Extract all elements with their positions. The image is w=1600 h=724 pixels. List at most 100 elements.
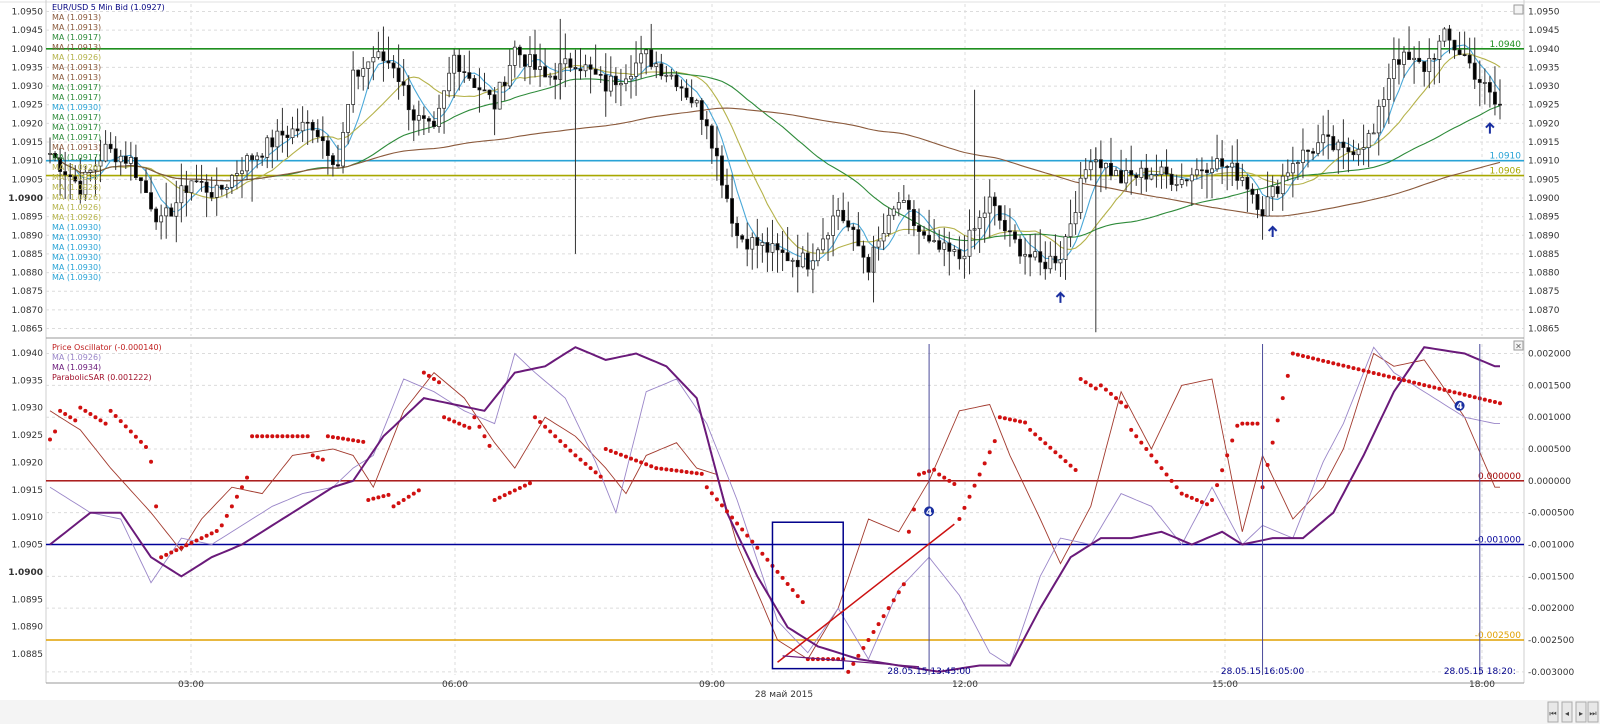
sar-dot: [1225, 453, 1230, 458]
top-legend: MA (1.0913)MA (1.0913) MA (1.0917) MA (1.0…: [52, 13, 101, 282]
legend-entry: ParabolicSAR (0.001222): [52, 373, 152, 382]
candle-body: [1023, 254, 1028, 257]
candle-body: [128, 157, 133, 164]
sar-dot: [320, 457, 325, 462]
sar-dot: [1402, 378, 1407, 383]
price-tick-label: 1.0880: [12, 269, 44, 279]
sar-dot: [88, 412, 93, 417]
candle-body: [1467, 54, 1472, 64]
sar-dot: [800, 600, 805, 605]
sar-dot: [856, 653, 861, 658]
sar-dot: [1295, 352, 1300, 357]
sar-dot: [295, 434, 300, 439]
price-tick-label: 1.0945: [1528, 26, 1560, 36]
sar-dot: [891, 598, 896, 603]
sar-dot: [1280, 396, 1285, 401]
candle-body: [512, 46, 517, 66]
sar-dot: [901, 582, 906, 587]
sar-dot: [517, 486, 522, 491]
candle-body: [881, 233, 886, 242]
candle-body: [1240, 177, 1245, 181]
candle-body: [947, 242, 952, 252]
oscillator-annotations: 28.05.15 13:45:00 28.05.15 16:05:00 28.05.…: [771, 344, 1516, 677]
candle-body: [346, 104, 350, 133]
sar-dot: [346, 437, 351, 442]
panel-close-button[interactable]: [1513, 340, 1524, 351]
legend-entry: MA (1.0926): [52, 53, 101, 62]
price-axis-right: 1.0950 1.0945 1.0940 1.0935 1.0930 1.0925 1.09…: [1528, 7, 1560, 334]
sar-dot: [588, 466, 593, 471]
candle-body: [876, 240, 881, 248]
sar-dot: [143, 445, 148, 450]
oscillator-tick-label: -0.002500: [1528, 636, 1574, 646]
time-axis: 03:00 06:00 09:00 12:00 15:00 18:00: [178, 680, 1495, 690]
sar-dot: [916, 472, 921, 477]
sar-dot: [1073, 468, 1078, 473]
candle-body: [528, 54, 532, 67]
candle-body: [406, 84, 411, 111]
candle-body: [669, 74, 674, 77]
legend-entry: MA (1.0913): [52, 23, 101, 32]
sar-dot: [1134, 434, 1139, 439]
sar-dot: [497, 495, 502, 500]
candle-body: [1447, 28, 1452, 41]
sar-dot: [699, 471, 704, 476]
candle-body: [1336, 141, 1341, 151]
candle-body: [1275, 186, 1280, 195]
sar-dot: [48, 437, 52, 442]
candle-body: [1179, 179, 1184, 185]
sar-dot: [972, 483, 977, 488]
candle-body: [543, 66, 548, 78]
sar-dot: [977, 472, 982, 477]
sar-dot: [452, 419, 457, 424]
sar-dot: [406, 494, 411, 499]
candle-body: [740, 235, 745, 240]
candle-body: [48, 153, 52, 155]
legend-entry: MA (1.0926): [52, 193, 101, 202]
sar-dot: [664, 467, 669, 472]
candle-body: [826, 235, 830, 240]
candle-body: [1038, 251, 1043, 263]
candle-body: [88, 169, 93, 173]
sar-dot: [1452, 390, 1457, 395]
candle-body: [421, 115, 426, 119]
candle-body: [477, 87, 482, 91]
sar-dot: [1210, 497, 1215, 502]
sar-dot: [987, 450, 992, 455]
scrollbar-track[interactable]: [0, 700, 1600, 724]
scroll-first-button[interactable]: [1547, 701, 1559, 723]
up-arrow-icon: [1267, 225, 1278, 237]
candle-body: [563, 58, 568, 65]
legend-entry: MA (1.0917): [52, 133, 101, 142]
scroll-last-button[interactable]: [1587, 701, 1599, 723]
sar-dot: [290, 434, 295, 439]
candle-body: [800, 252, 805, 268]
sar-dot: [1437, 386, 1442, 391]
time-marker-label: 28.05.15 18:20:: [1444, 667, 1516, 677]
scroll-prev-button[interactable]: [1561, 701, 1573, 723]
candle-body: [1381, 99, 1386, 107]
candle-body: [1124, 170, 1129, 184]
sar-dot: [270, 434, 275, 439]
up-arrow-icon: [1485, 122, 1495, 134]
sar-dot: [613, 450, 618, 455]
badge-circle: [924, 506, 935, 517]
candle-body: [1402, 51, 1406, 65]
candle-body: [331, 155, 335, 165]
candle-body: [199, 181, 204, 183]
sar-dot: [684, 469, 689, 474]
candle-body: [674, 74, 679, 88]
legend-entry: MA (1.0913): [52, 13, 101, 22]
sar-dot: [1270, 440, 1275, 445]
sar-dot: [416, 488, 421, 493]
sar-dot: [1306, 355, 1311, 360]
scroll-next-button[interactable]: [1575, 701, 1587, 723]
sar-dot: [603, 447, 608, 452]
panel-restore-button[interactable]: [1513, 4, 1524, 15]
candle-body: [209, 192, 214, 198]
candle-body: [805, 252, 810, 270]
price-tick-label: 1.0950: [12, 7, 44, 17]
parabolic-sar-dots: [48, 351, 1502, 674]
legend-entry: MA (1.0917): [52, 93, 101, 102]
